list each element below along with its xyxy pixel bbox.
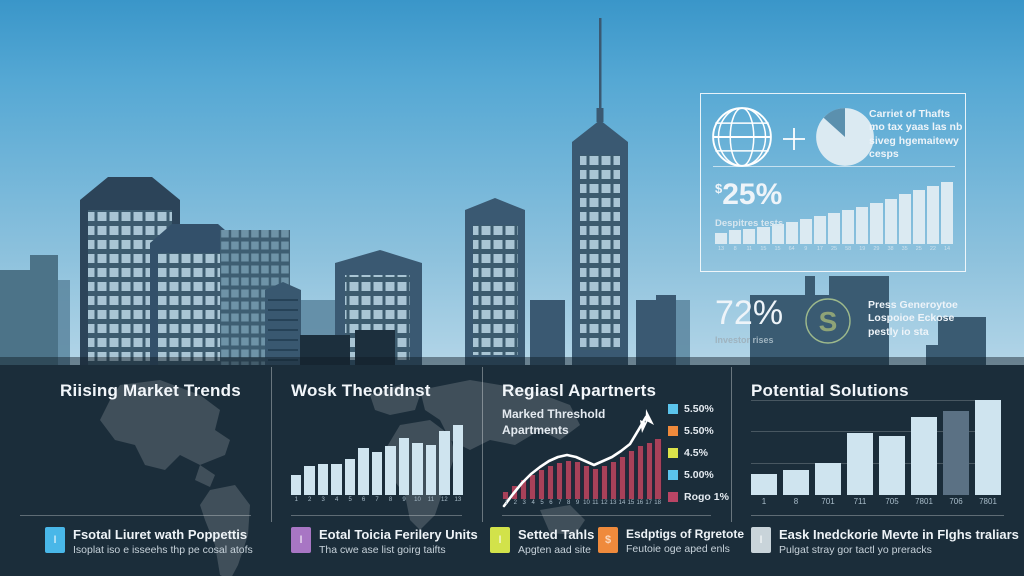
svg-text:S: S [819,306,838,337]
